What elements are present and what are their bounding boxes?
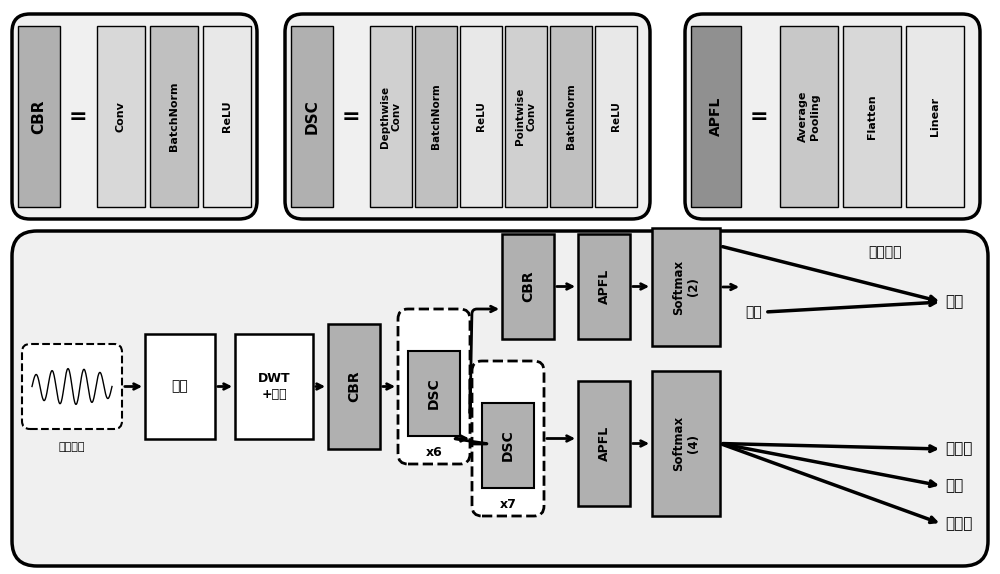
FancyBboxPatch shape	[97, 26, 145, 207]
Text: =: =	[750, 107, 768, 126]
Text: =: =	[69, 107, 87, 126]
Text: CBR: CBR	[347, 371, 361, 402]
Text: CBR: CBR	[521, 271, 535, 302]
Text: 分割: 分割	[172, 379, 188, 394]
FancyBboxPatch shape	[578, 234, 630, 339]
Text: 肺音信号: 肺音信号	[59, 442, 85, 452]
Text: APFL: APFL	[598, 269, 610, 304]
FancyBboxPatch shape	[595, 26, 637, 207]
Text: Linear: Linear	[930, 97, 940, 136]
Text: x6: x6	[426, 445, 442, 459]
Text: DWT
+去噪: DWT +去噪	[258, 373, 290, 401]
Text: Depthwise
Conv: Depthwise Conv	[380, 86, 402, 148]
Text: Softmax
(2): Softmax (2)	[672, 259, 700, 315]
Text: 正常: 正常	[945, 294, 963, 309]
FancyBboxPatch shape	[460, 26, 502, 207]
FancyBboxPatch shape	[398, 309, 470, 464]
Text: CBR: CBR	[32, 99, 46, 134]
FancyBboxPatch shape	[370, 26, 412, 207]
Text: BatchNorm: BatchNorm	[566, 84, 576, 149]
FancyBboxPatch shape	[482, 403, 534, 488]
FancyBboxPatch shape	[505, 26, 547, 207]
Text: Flatten: Flatten	[867, 94, 877, 139]
Text: BatchNorm: BatchNorm	[169, 82, 179, 152]
FancyBboxPatch shape	[203, 26, 251, 207]
Text: DSC: DSC	[304, 99, 320, 134]
FancyBboxPatch shape	[285, 14, 650, 219]
FancyBboxPatch shape	[22, 344, 122, 429]
Text: 异常: 异常	[745, 305, 762, 319]
FancyBboxPatch shape	[328, 324, 380, 449]
FancyBboxPatch shape	[415, 26, 457, 207]
FancyBboxPatch shape	[652, 228, 720, 346]
Text: DSC: DSC	[501, 429, 515, 461]
FancyBboxPatch shape	[652, 371, 720, 516]
Text: ReLU: ReLU	[611, 102, 621, 131]
Text: x7: x7	[500, 498, 516, 510]
FancyBboxPatch shape	[235, 334, 313, 439]
Text: 普通型: 普通型	[945, 441, 972, 456]
FancyBboxPatch shape	[18, 26, 60, 207]
Text: ReLU: ReLU	[476, 102, 486, 131]
FancyBboxPatch shape	[291, 26, 333, 207]
FancyBboxPatch shape	[12, 231, 988, 566]
Text: =: =	[342, 107, 360, 126]
FancyBboxPatch shape	[550, 26, 592, 207]
FancyBboxPatch shape	[145, 334, 215, 439]
FancyBboxPatch shape	[578, 381, 630, 506]
FancyBboxPatch shape	[150, 26, 198, 207]
Text: APFL: APFL	[709, 97, 723, 136]
Text: BatchNorm: BatchNorm	[431, 84, 441, 149]
Text: ReLU: ReLU	[222, 100, 232, 133]
FancyBboxPatch shape	[780, 26, 838, 207]
Text: Softmax
(4): Softmax (4)	[672, 416, 700, 471]
FancyBboxPatch shape	[691, 26, 741, 207]
FancyBboxPatch shape	[408, 351, 460, 436]
Text: Pointwise
Conv: Pointwise Conv	[515, 88, 537, 145]
FancyBboxPatch shape	[12, 14, 257, 219]
Text: DSC: DSC	[427, 378, 441, 409]
FancyBboxPatch shape	[502, 234, 554, 339]
FancyBboxPatch shape	[685, 14, 980, 219]
Text: Average
Pooling: Average Pooling	[798, 91, 820, 142]
Text: 重型: 重型	[945, 479, 963, 494]
Text: Conv: Conv	[116, 101, 126, 132]
Text: APFL: APFL	[598, 426, 610, 461]
FancyBboxPatch shape	[906, 26, 964, 207]
Text: 危重型: 危重型	[945, 517, 972, 532]
FancyBboxPatch shape	[472, 361, 544, 516]
Text: 分类结果: 分类结果	[868, 245, 902, 259]
FancyBboxPatch shape	[843, 26, 901, 207]
